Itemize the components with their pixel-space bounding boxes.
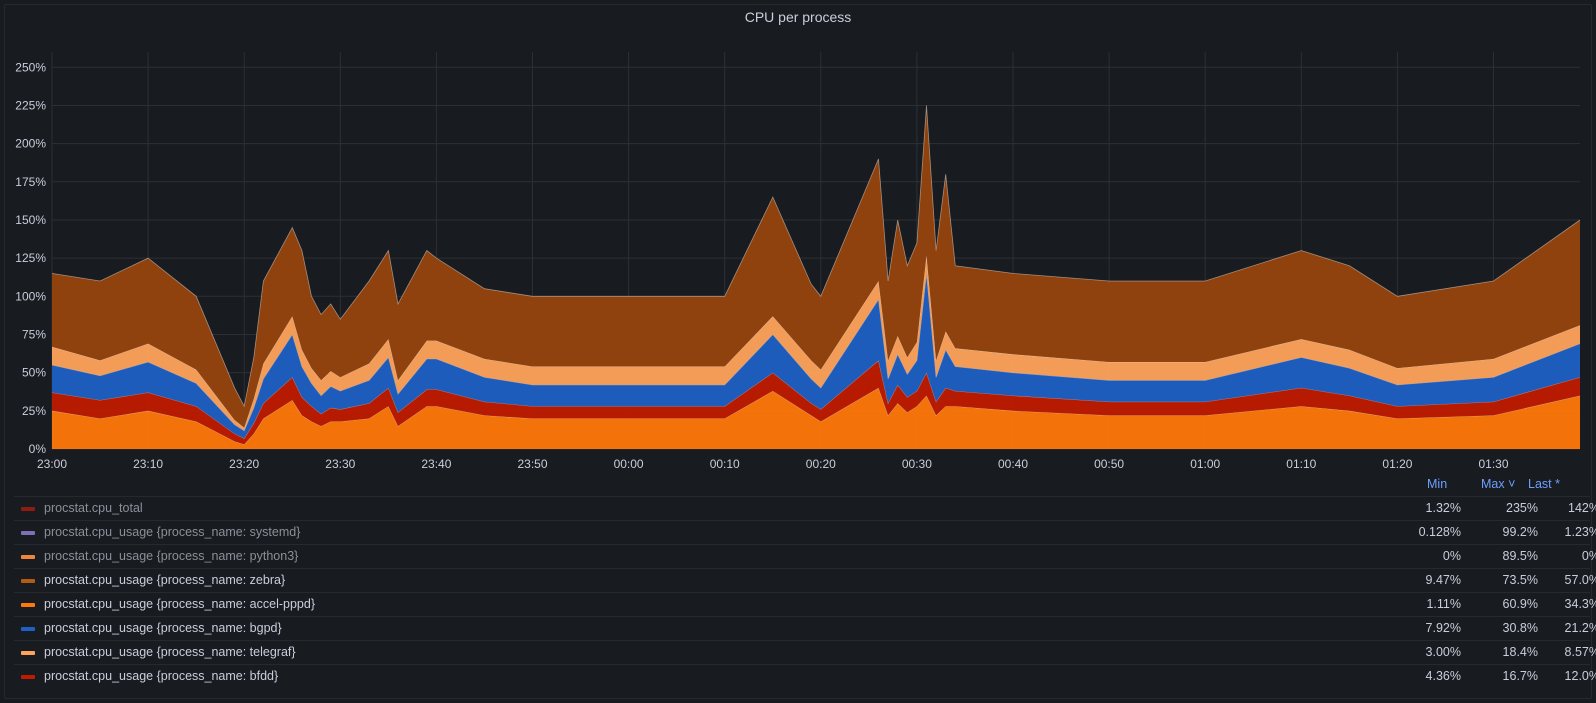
x-tick-label: 01:20 [1382, 457, 1412, 470]
series-area[interactable] [52, 360, 1580, 445]
x-tick-label: 23:10 [133, 457, 163, 470]
legend-row[interactable]: procstat.cpu_usage {process_name: python… [14, 544, 1596, 568]
cpu-chart: 0%25%50%75%100%125%150%175%200%225%250% … [15, 52, 1581, 470]
series-name[interactable]: procstat.cpu_usage {process_name: bgpd} [44, 621, 282, 635]
legend-header-max[interactable]: Max ˅ [1481, 477, 1516, 491]
x-tick-label: 00:00 [614, 457, 644, 470]
x-tick-label: 23:50 [517, 457, 547, 470]
series-area[interactable] [52, 273, 1580, 439]
x-tick-label: 23:40 [421, 457, 451, 470]
y-tick-label: 0% [29, 442, 47, 456]
y-tick-label: 100% [15, 289, 46, 303]
legend-header: Min Max ˅ Last * [14, 473, 1590, 496]
x-tick-label: 23:00 [37, 457, 67, 470]
series-last: 142% [1568, 501, 1596, 515]
x-tick-label: 00:30 [902, 457, 932, 470]
series-max: 99.2% [1502, 525, 1538, 539]
series-max: 60.9% [1502, 597, 1538, 611]
legend-row[interactable]: procstat.cpu_usage {process_name: telegr… [14, 640, 1596, 664]
series-color-swatch[interactable] [21, 579, 35, 583]
y-tick-label: 25% [22, 404, 46, 418]
series-last: 0% [1581, 549, 1596, 563]
series-name[interactable]: procstat.cpu_usage {process_name: system… [44, 525, 301, 539]
series-color-swatch[interactable] [21, 555, 35, 559]
legend-header-min[interactable]: Min [1427, 477, 1448, 491]
y-tick-label: 225% [15, 98, 46, 112]
legend-row[interactable]: procstat.cpu_usage {process_name: bfdd} 4… [14, 664, 1596, 688]
y-tick-label: 50% [22, 366, 46, 380]
panel-title[interactable]: CPU per process [744, 9, 852, 25]
series-min: 4.36% [1425, 669, 1461, 683]
series-name[interactable]: procstat.cpu_usage {process_name: accel-… [44, 597, 316, 611]
x-tick-label: 23:20 [229, 457, 259, 470]
x-tick-label: 00:10 [710, 457, 740, 470]
series-min: 3.00% [1425, 645, 1461, 659]
series-last: 57.0% [1564, 573, 1596, 587]
series-name[interactable]: procstat.cpu_usage {process_name: python… [44, 549, 299, 563]
series-line [51, 105, 1581, 408]
series-name[interactable]: procstat.cpu_usage {process_name: bfdd} [44, 669, 279, 683]
series-name[interactable]: procstat.cpu_usage {process_name: telegr… [44, 645, 296, 659]
series-last: 8.57% [1564, 645, 1596, 659]
series-max: 30.8% [1502, 621, 1538, 635]
series-color-swatch[interactable] [21, 651, 35, 655]
series-last: 21.2% [1564, 621, 1596, 635]
series-last: 1.23% [1564, 525, 1596, 539]
chart-areas [51, 105, 1581, 449]
series-color-swatch[interactable] [21, 603, 35, 607]
series-min: 1.11% [1426, 597, 1461, 611]
series-max: 16.7% [1502, 669, 1538, 683]
series-name[interactable]: procstat.cpu_usage {process_name: zebra} [44, 573, 286, 587]
x-tick-label: 01:10 [1286, 457, 1316, 470]
series-max: 89.5% [1502, 549, 1538, 563]
series-color-swatch[interactable] [21, 627, 35, 631]
legend-table: Min Max ˅ Last * procstat.cpu_total 1.32%… [14, 473, 1596, 688]
x-tick-label: 23:30 [325, 457, 355, 470]
y-tick-label: 75% [22, 327, 46, 341]
y-tick-label: 125% [15, 251, 46, 265]
series-color-swatch[interactable] [21, 675, 35, 679]
series-max: 18.4% [1502, 645, 1538, 659]
x-axis: 23:00 23:10 23:20 23:30 23:40 23:50 00:00 00:10… [37, 457, 1509, 470]
y-axis: 0% 25% 50% 75% 100% 125% 150% 175% 200% 225% 250% [15, 60, 46, 456]
series-last: 34.3% [1564, 597, 1596, 611]
y-tick-label: 200% [15, 137, 46, 151]
legend-row[interactable]: procstat.cpu_usage {process_name: system… [14, 520, 1596, 544]
legend-row[interactable]: procstat.cpu_usage {process_name: bgpd} 7… [14, 616, 1596, 640]
series-max: 235% [1506, 501, 1538, 515]
series-min: 0.128% [1418, 525, 1461, 539]
series-color-swatch[interactable] [21, 507, 35, 511]
x-tick-label: 00:40 [998, 457, 1028, 470]
y-tick-label: 150% [15, 213, 46, 227]
y-tick-label: 175% [15, 175, 46, 189]
series-area[interactable] [52, 105, 1580, 428]
legend-row[interactable]: procstat.cpu_usage {process_name: zebra}… [14, 568, 1596, 592]
x-tick-label: 00:50 [1094, 457, 1124, 470]
x-tick-label: 01:30 [1478, 457, 1508, 470]
series-last: 12.0% [1564, 669, 1596, 683]
x-tick-label: 00:20 [806, 457, 836, 470]
series-min: 0% [1442, 549, 1461, 563]
legend-row[interactable]: procstat.cpu_usage {process_name: accel-… [14, 592, 1596, 616]
legend-row[interactable]: procstat.cpu_total 1.32% 235% 142% [14, 496, 1596, 520]
series-min: 1.32% [1425, 501, 1461, 515]
legend-header-last[interactable]: Last * [1528, 477, 1560, 491]
series-color-swatch[interactable] [21, 531, 35, 535]
series-max: 73.5% [1502, 573, 1538, 587]
series-name[interactable]: procstat.cpu_total [44, 501, 143, 515]
x-tick-label: 01:00 [1190, 457, 1220, 470]
y-tick-label: 250% [15, 60, 46, 74]
series-min: 9.47% [1425, 573, 1461, 587]
series-min: 7.92% [1425, 621, 1461, 635]
